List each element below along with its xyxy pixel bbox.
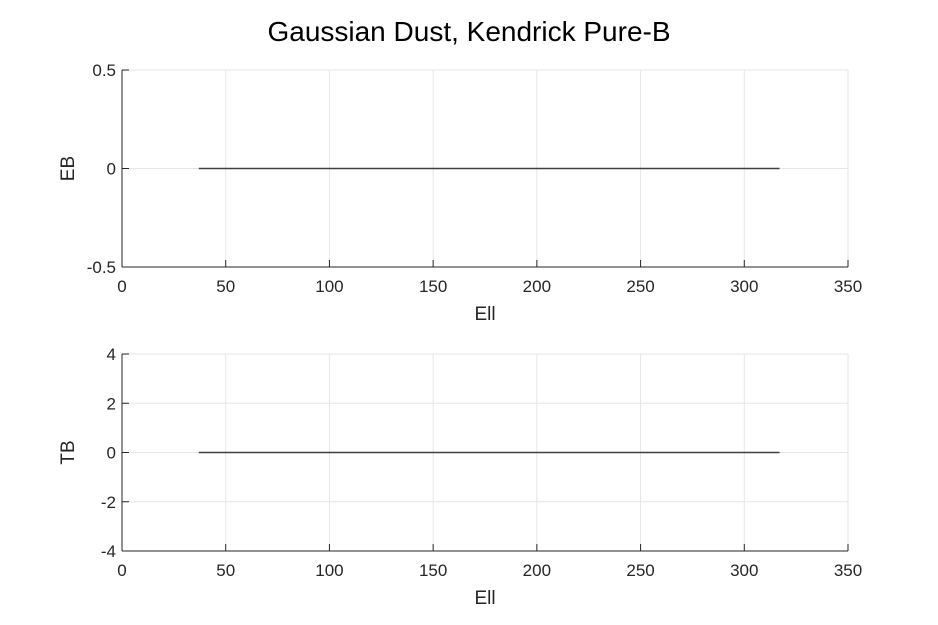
tb-xtick-label: 0 bbox=[117, 561, 126, 580]
eb-ytick-label: -0.5 bbox=[87, 258, 116, 277]
eb-xtick-label: 200 bbox=[523, 277, 551, 296]
eb-ytick-label: 0 bbox=[107, 160, 116, 179]
tb-ylabel: TB bbox=[58, 440, 79, 464]
tb-ytick-label: 2 bbox=[107, 394, 116, 413]
tb-ytick-label: 4 bbox=[107, 345, 116, 364]
tb-ytick-label: 0 bbox=[107, 444, 116, 463]
eb-xtick-label: 250 bbox=[626, 277, 654, 296]
eb-xtick-label: 150 bbox=[419, 277, 447, 296]
eb-xtick-label: 0 bbox=[117, 277, 126, 296]
tb-xtick-label: 200 bbox=[523, 561, 551, 580]
tb-xtick-label: 300 bbox=[730, 561, 758, 580]
tb-ytick-label: -2 bbox=[101, 493, 116, 512]
eb-ytick-label: 0.5 bbox=[92, 61, 116, 80]
tb-ytick-label: -4 bbox=[101, 542, 116, 561]
tb-xtick-label: 350 bbox=[834, 561, 862, 580]
tb-xtick-label: 100 bbox=[315, 561, 343, 580]
eb-xtick-label: 350 bbox=[834, 277, 862, 296]
tb-xtick-label: 250 bbox=[626, 561, 654, 580]
figure-title: Gaussian Dust, Kendrick Pure-B bbox=[267, 16, 670, 47]
tb-xlabel: Ell bbox=[474, 588, 495, 609]
eb-ylabel: EB bbox=[58, 156, 79, 181]
eb-xtick-label: 50 bbox=[216, 277, 235, 296]
tb-xtick-label: 50 bbox=[216, 561, 235, 580]
eb-xtick-label: 100 bbox=[315, 277, 343, 296]
tb-xtick-label: 150 bbox=[419, 561, 447, 580]
eb-xlabel: Ell bbox=[474, 304, 495, 325]
eb-xtick-label: 300 bbox=[730, 277, 758, 296]
axes-tb: 0 50 100 150 200 250 300 350 -4 -2 0 2 4 Ell TB bbox=[58, 345, 862, 609]
